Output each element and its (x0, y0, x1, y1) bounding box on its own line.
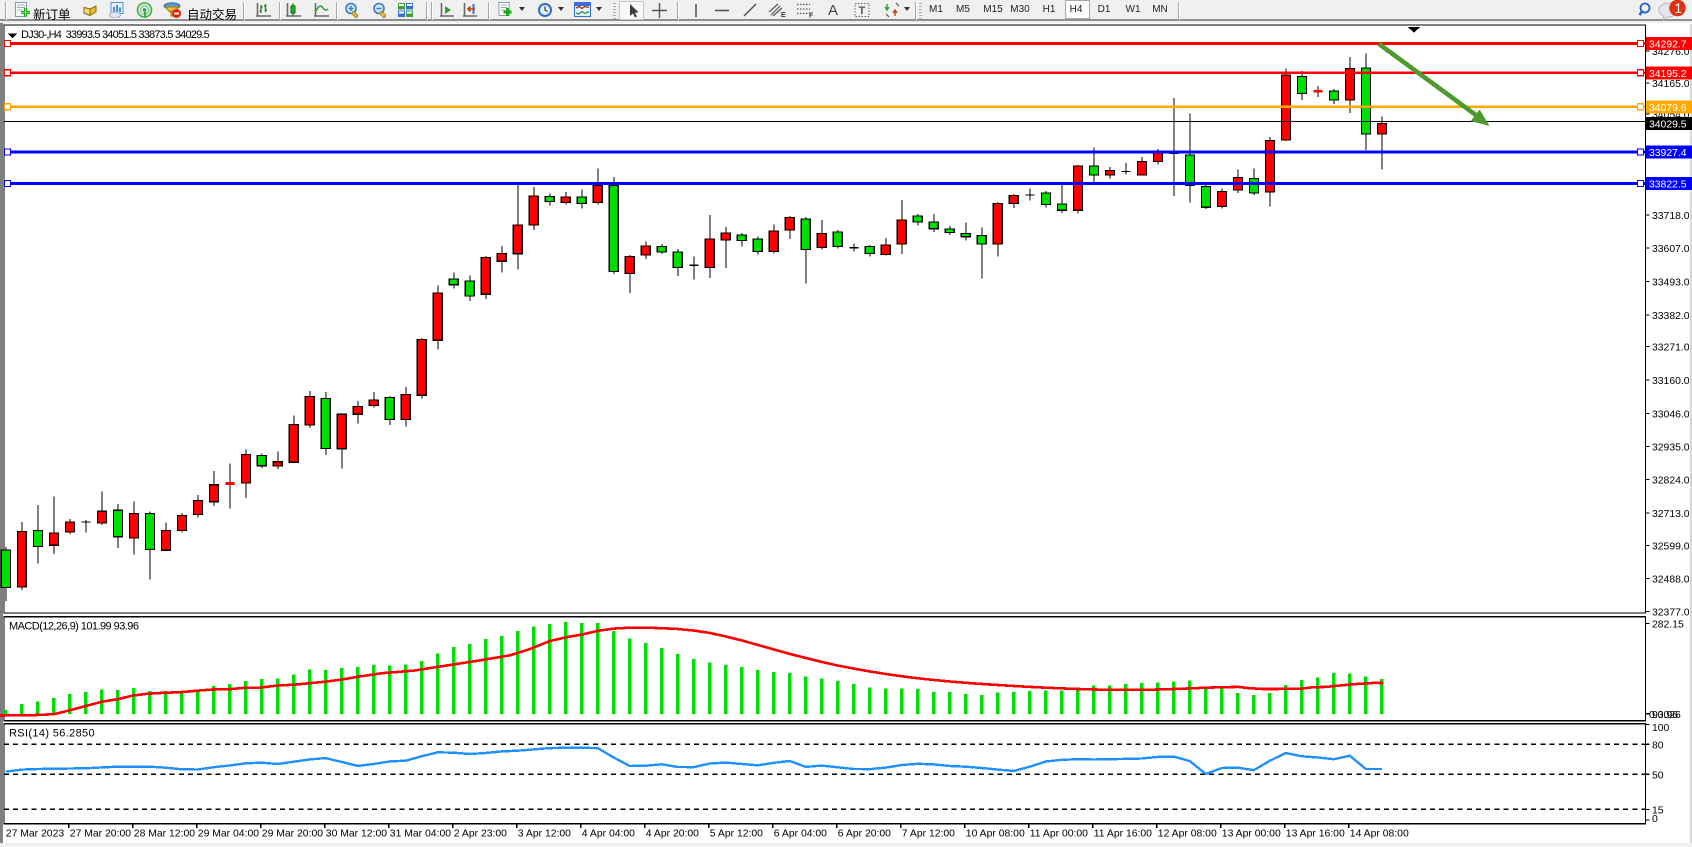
svg-text:33382.0: 33382.0 (1652, 311, 1690, 322)
svg-text:11 Apr 16:00: 11 Apr 16:00 (1094, 829, 1152, 840)
svg-text:RSI(14) 56.2850: RSI(14) 56.2850 (9, 728, 95, 740)
svg-text:29 Mar 04:00: 29 Mar 04:00 (198, 829, 259, 840)
svg-text:10 Apr 08:00: 10 Apr 08:00 (966, 829, 1025, 840)
svg-text:7 Apr 12:00: 7 Apr 12:00 (902, 829, 955, 840)
svg-text:100: 100 (1652, 723, 1670, 734)
svg-text:32713.0: 32713.0 (1652, 509, 1690, 520)
svg-text:3 Apr 12:00: 3 Apr 12:00 (518, 829, 571, 840)
svg-text:27 Mar 2023: 27 Mar 2023 (6, 829, 65, 840)
svg-text:34165.0: 34165.0 (1652, 79, 1690, 90)
svg-text:E: E (781, 12, 786, 19)
svg-text:34079.6: 34079.6 (1649, 103, 1687, 114)
svg-text:DJ30-,H4 33993.5 34051.5 3387: DJ30-,H4 33993.5 34051.5 33873.5 34029.5 (21, 29, 210, 41)
svg-text:1: 1 (1675, 1, 1683, 16)
svg-text:31 Mar 04:00: 31 Mar 04:00 (390, 829, 451, 840)
svg-text:12 Apr 08:00: 12 Apr 08:00 (1158, 829, 1217, 840)
svg-text:14 Apr 08:00: 14 Apr 08:00 (1350, 829, 1409, 840)
svg-text:33493.0: 33493.0 (1652, 278, 1690, 289)
svg-text:5 Apr 12:00: 5 Apr 12:00 (710, 829, 763, 840)
svg-text:33822.5: 33822.5 (1649, 180, 1687, 191)
svg-text:33927.4: 33927.4 (1649, 148, 1687, 159)
svg-text:33718.0: 33718.0 (1652, 211, 1690, 222)
svg-text:33160.0: 33160.0 (1652, 376, 1690, 387)
svg-text:29 Mar 20:00: 29 Mar 20:00 (262, 829, 323, 840)
svg-text:33046.0: 33046.0 (1652, 410, 1690, 421)
svg-text:282.15: 282.15 (1652, 619, 1684, 630)
svg-text:4 Apr 04:00: 4 Apr 04:00 (582, 829, 635, 840)
svg-text:80: 80 (1652, 740, 1664, 751)
svg-text:28 Mar 12:00: 28 Mar 12:00 (134, 829, 195, 840)
svg-text:13 Apr 16:00: 13 Apr 16:00 (1286, 829, 1345, 840)
svg-text:15: 15 (1652, 805, 1664, 816)
svg-text:4 Apr 20:00: 4 Apr 20:00 (646, 829, 699, 840)
svg-text:50: 50 (1652, 770, 1664, 781)
svg-text:34292.7: 34292.7 (1649, 40, 1687, 51)
svg-text:33607.0: 33607.0 (1652, 244, 1690, 255)
svg-text:0: 0 (1652, 814, 1658, 825)
svg-text:F: F (809, 13, 814, 20)
svg-text:27 Mar 20:00: 27 Mar 20:00 (70, 829, 131, 840)
svg-text:34054.0: 34054.0 (1652, 110, 1690, 121)
svg-text:0.0026: 0.0026 (1649, 710, 1681, 721)
svg-text:13 Apr 00:00: 13 Apr 00:00 (1222, 829, 1281, 840)
svg-text:11 Apr 00:00: 11 Apr 00:00 (1030, 829, 1088, 840)
svg-text:32377.0: 32377.0 (1652, 608, 1690, 619)
svg-text:30 Mar 12:00: 30 Mar 12:00 (326, 829, 387, 840)
svg-text:T: T (859, 5, 866, 17)
svg-text:2 Apr 23:00: 2 Apr 23:00 (454, 829, 507, 840)
svg-text:6 Apr 20:00: 6 Apr 20:00 (838, 829, 891, 840)
svg-text:34029.5: 34029.5 (1649, 120, 1687, 131)
svg-text:33271.0: 33271.0 (1652, 343, 1690, 354)
svg-text:34195.2: 34195.2 (1649, 69, 1687, 80)
svg-text:6 Apr 04:00: 6 Apr 04:00 (774, 829, 827, 840)
svg-text:34276.0: 34276.0 (1652, 47, 1690, 58)
svg-text:93.96: 93.96 (1652, 710, 1678, 721)
svg-text:MACD(12,26,9) 101.99 93.96: MACD(12,26,9) 101.99 93.96 (9, 621, 139, 633)
svg-text:32599.0: 32599.0 (1652, 542, 1690, 553)
svg-text:32488.0: 32488.0 (1652, 575, 1690, 586)
svg-text:32824.0: 32824.0 (1652, 476, 1690, 487)
svg-text:32935.0: 32935.0 (1652, 443, 1690, 454)
